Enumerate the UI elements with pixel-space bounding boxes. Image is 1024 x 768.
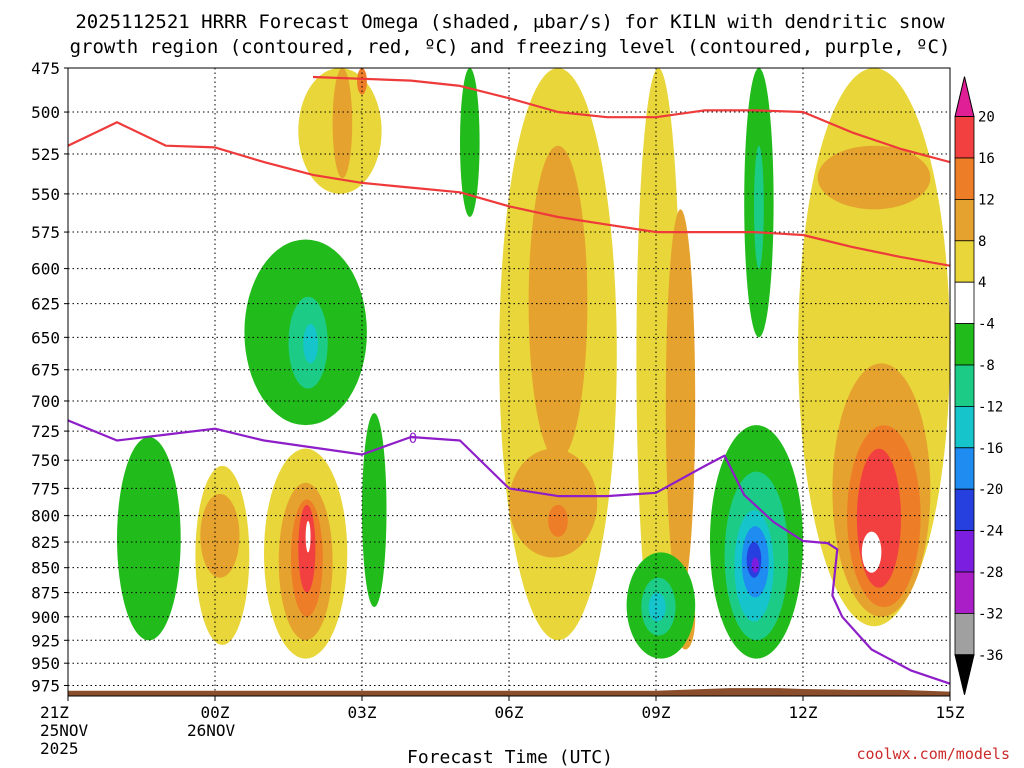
colorbar-label-10: -24 — [978, 524, 1003, 540]
colorbar-swatch-8 — [954, 447, 975, 490]
x-tick-label-4: 09Z — [642, 703, 671, 722]
y-tick-label-15: 850 — [31, 559, 60, 578]
chart-title-line-1: 2025112521 HRRR Forecast Omega (shaded, … — [75, 11, 945, 33]
x-tick-year-0: 2025 — [40, 739, 79, 758]
omega-region-7 — [508, 448, 598, 558]
colorbar-swatch-10 — [954, 530, 975, 573]
colorbar-label-5: -4 — [978, 317, 995, 333]
omega-region-22 — [648, 592, 666, 622]
omega-region-6 — [528, 145, 588, 461]
omega-region-3 — [460, 68, 480, 217]
colorbar-label-8: -16 — [978, 441, 1003, 457]
colorbar-swatch-11 — [954, 571, 975, 614]
omega-region-40 — [305, 520, 311, 553]
x-tick-label-2: 03Z — [348, 703, 377, 722]
colorbar-swatch-2 — [954, 198, 975, 242]
colorbar-label-6: -8 — [978, 358, 995, 374]
colorbar-label-1: 16 — [978, 151, 995, 167]
y-tick-label-3: 550 — [31, 185, 60, 204]
y-tick-label-6: 625 — [31, 295, 60, 314]
y-tick-label-14: 825 — [31, 533, 60, 552]
colorbar-swatch-9 — [954, 488, 975, 532]
y-tick-label-16: 875 — [31, 584, 60, 603]
x-tick-date-1: 26NOV — [187, 721, 236, 740]
colorbar-label-2: 12 — [978, 192, 995, 208]
y-axis: 475 500 525 550 575 600 625 650 675 700 725 750 775 8… — [31, 59, 68, 695]
colorbar-label-4: 4 — [978, 275, 986, 291]
y-tick-label-13: 800 — [31, 507, 60, 526]
y-tick-label-2: 525 — [31, 145, 60, 164]
x-tick-label-1: 00Z — [201, 703, 230, 722]
freezing-level-label: 0 — [409, 431, 417, 447]
freezing-level-contour — [68, 419, 950, 685]
y-tick-label-12: 775 — [31, 479, 60, 498]
omega-region-28 — [861, 531, 882, 573]
y-tick-label-5: 600 — [31, 260, 60, 279]
y-tick-label-11: 750 — [31, 451, 60, 470]
omega-region-24 — [817, 145, 931, 210]
x-tick-label-3: 06Z — [495, 703, 524, 722]
omega-region-32 — [362, 413, 387, 608]
colorbar-swatch-5 — [954, 323, 975, 366]
colorbar-swatch-1 — [954, 157, 975, 200]
colorbar-label-9: -20 — [978, 482, 1003, 498]
dgz-contour-dgz-lower — [312, 75, 950, 164]
site-credit: coolwx.com/models — [856, 745, 1010, 763]
colorbar-label-11: -28 — [978, 565, 1003, 581]
colorbar-label-0: 20 — [978, 110, 995, 126]
colorbar-bottom-arrow — [954, 654, 975, 695]
colorbar-swatch-4 — [954, 281, 975, 325]
x-tick-label-5: 12Z — [789, 703, 818, 722]
colorbar-swatch-12 — [954, 613, 975, 656]
omega-region-19 — [751, 557, 759, 573]
omega-region-35 — [200, 493, 240, 578]
omega-region-9 — [665, 209, 696, 598]
y-tick-label-19: 950 — [31, 654, 60, 673]
colorbar-label-12: -32 — [978, 606, 1003, 622]
x-tick-label-6: 15Z — [936, 703, 965, 722]
x-axis-label: Forecast Time (UTC) — [407, 747, 613, 768]
chart-title-line-2: growth region (contoured, red, ºC) and f… — [70, 36, 951, 58]
colorbar-swatch-6 — [954, 364, 975, 407]
omega-region-2 — [357, 68, 367, 95]
y-tick-label-7: 650 — [31, 328, 60, 347]
y-tick-label-8: 675 — [31, 361, 60, 380]
y-tick-label-17: 900 — [31, 608, 60, 627]
colorbar-swatch-7 — [954, 405, 975, 449]
y-tick-label-1: 500 — [31, 103, 60, 122]
colorbar-swatch-3 — [954, 240, 975, 283]
omega-region-31 — [303, 324, 318, 364]
colorbar-swatch-0 — [954, 116, 975, 159]
dgz-contour-dgz-upper — [68, 121, 950, 267]
y-tick-label-0: 475 — [31, 59, 60, 78]
y-tick-label-18: 925 — [31, 631, 60, 650]
omega-region-33 — [117, 437, 181, 641]
colorbar-label-7: -12 — [978, 399, 1003, 415]
ground-surface — [68, 688, 950, 696]
y-tick-label-20: 975 — [31, 676, 60, 695]
colorbar-label-3: 8 — [978, 234, 986, 250]
colorbar-top-arrow — [954, 76, 975, 118]
omega-region-1 — [332, 68, 353, 179]
omega-region-27 — [856, 448, 901, 588]
colorbar-label-13: -36 — [978, 648, 1003, 664]
x-tick-label-0: 21Z — [40, 703, 69, 722]
contour-layer: 0 — [68, 75, 950, 696]
y-tick-label-4: 575 — [31, 223, 60, 242]
colorbar: 20 16 12 8 4 -4 -8 -12 -16 -20 -24 -28 -32 -36 — [954, 76, 1003, 695]
omega-region-8 — [548, 504, 568, 537]
x-tick-date-0: 25NOV — [40, 721, 89, 740]
y-tick-label-9: 700 — [31, 392, 60, 411]
omega-region-13 — [754, 145, 764, 269]
y-tick-label-10: 725 — [31, 422, 60, 441]
